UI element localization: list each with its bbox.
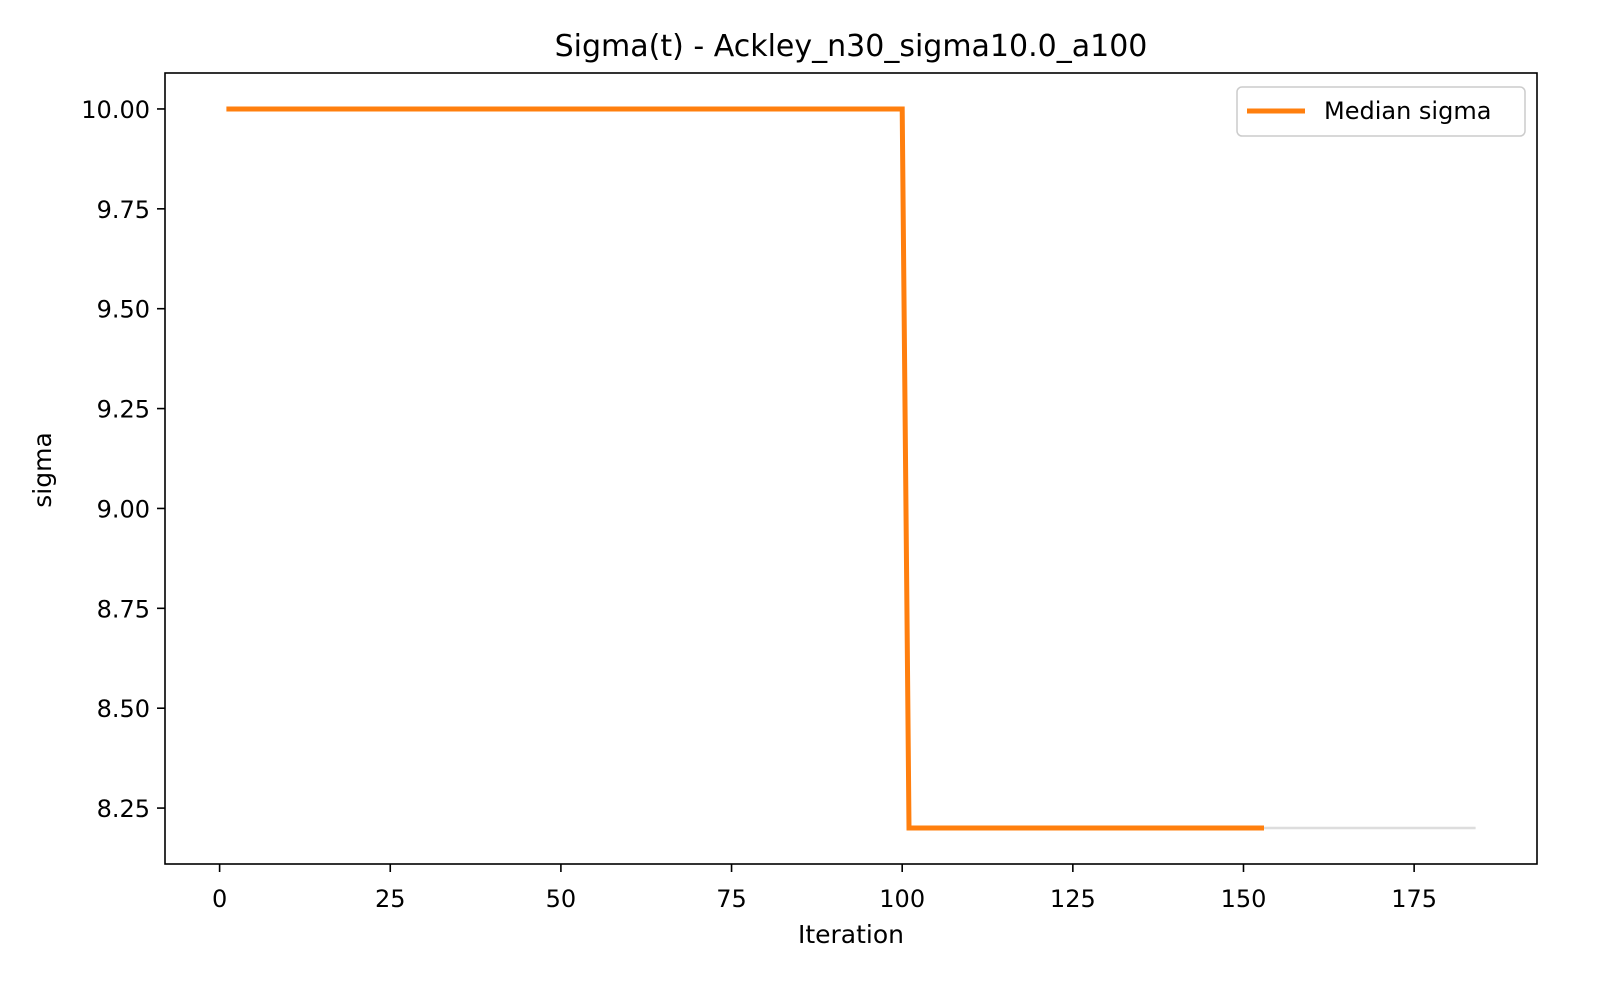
y-tick-label: 9.00 (97, 495, 150, 523)
x-tick-label: 175 (1391, 885, 1437, 913)
x-tick-label: 50 (546, 885, 577, 913)
x-tick-label: 150 (1221, 885, 1267, 913)
y-tick-label: 9.50 (97, 296, 150, 324)
plot-area (164, 72, 1538, 865)
series-line-median-sigma (226, 106, 1264, 831)
legend-label-median-sigma: Median sigma (1324, 97, 1491, 125)
x-tick-label: 75 (716, 885, 747, 913)
y-tick-label: 9.75 (97, 196, 150, 224)
x-tick-label: 125 (1050, 885, 1096, 913)
y-axis: 8.25 8.50 8.75 9.00 9.25 9.50 9.75 10.00 (81, 96, 165, 823)
y-tick-label: 8.75 (97, 595, 150, 623)
x-tick-label: 0 (212, 885, 227, 913)
chart-title: Sigma(t) - Ackley_n30_sigma10.0_a100 (555, 29, 1148, 64)
legend: Median sigma (1236, 86, 1526, 137)
legend-box (1236, 86, 1526, 137)
x-tick-label: 25 (375, 885, 406, 913)
x-tick-label: 100 (879, 885, 925, 913)
y-tick-label: 9.25 (97, 396, 150, 424)
y-axis-label: sigma (28, 432, 57, 508)
series-layer (226, 106, 1476, 831)
plot-frame (164, 72, 1538, 865)
x-axis-label: Iteration (798, 920, 904, 949)
x-axis: 0 25 50 75 100 125 150 175 (212, 864, 1437, 913)
y-tick-label: 8.50 (97, 695, 150, 723)
plot-background (165, 73, 1537, 864)
y-tick-label: 10.00 (81, 96, 150, 124)
y-tick-label: 8.25 (97, 795, 150, 823)
